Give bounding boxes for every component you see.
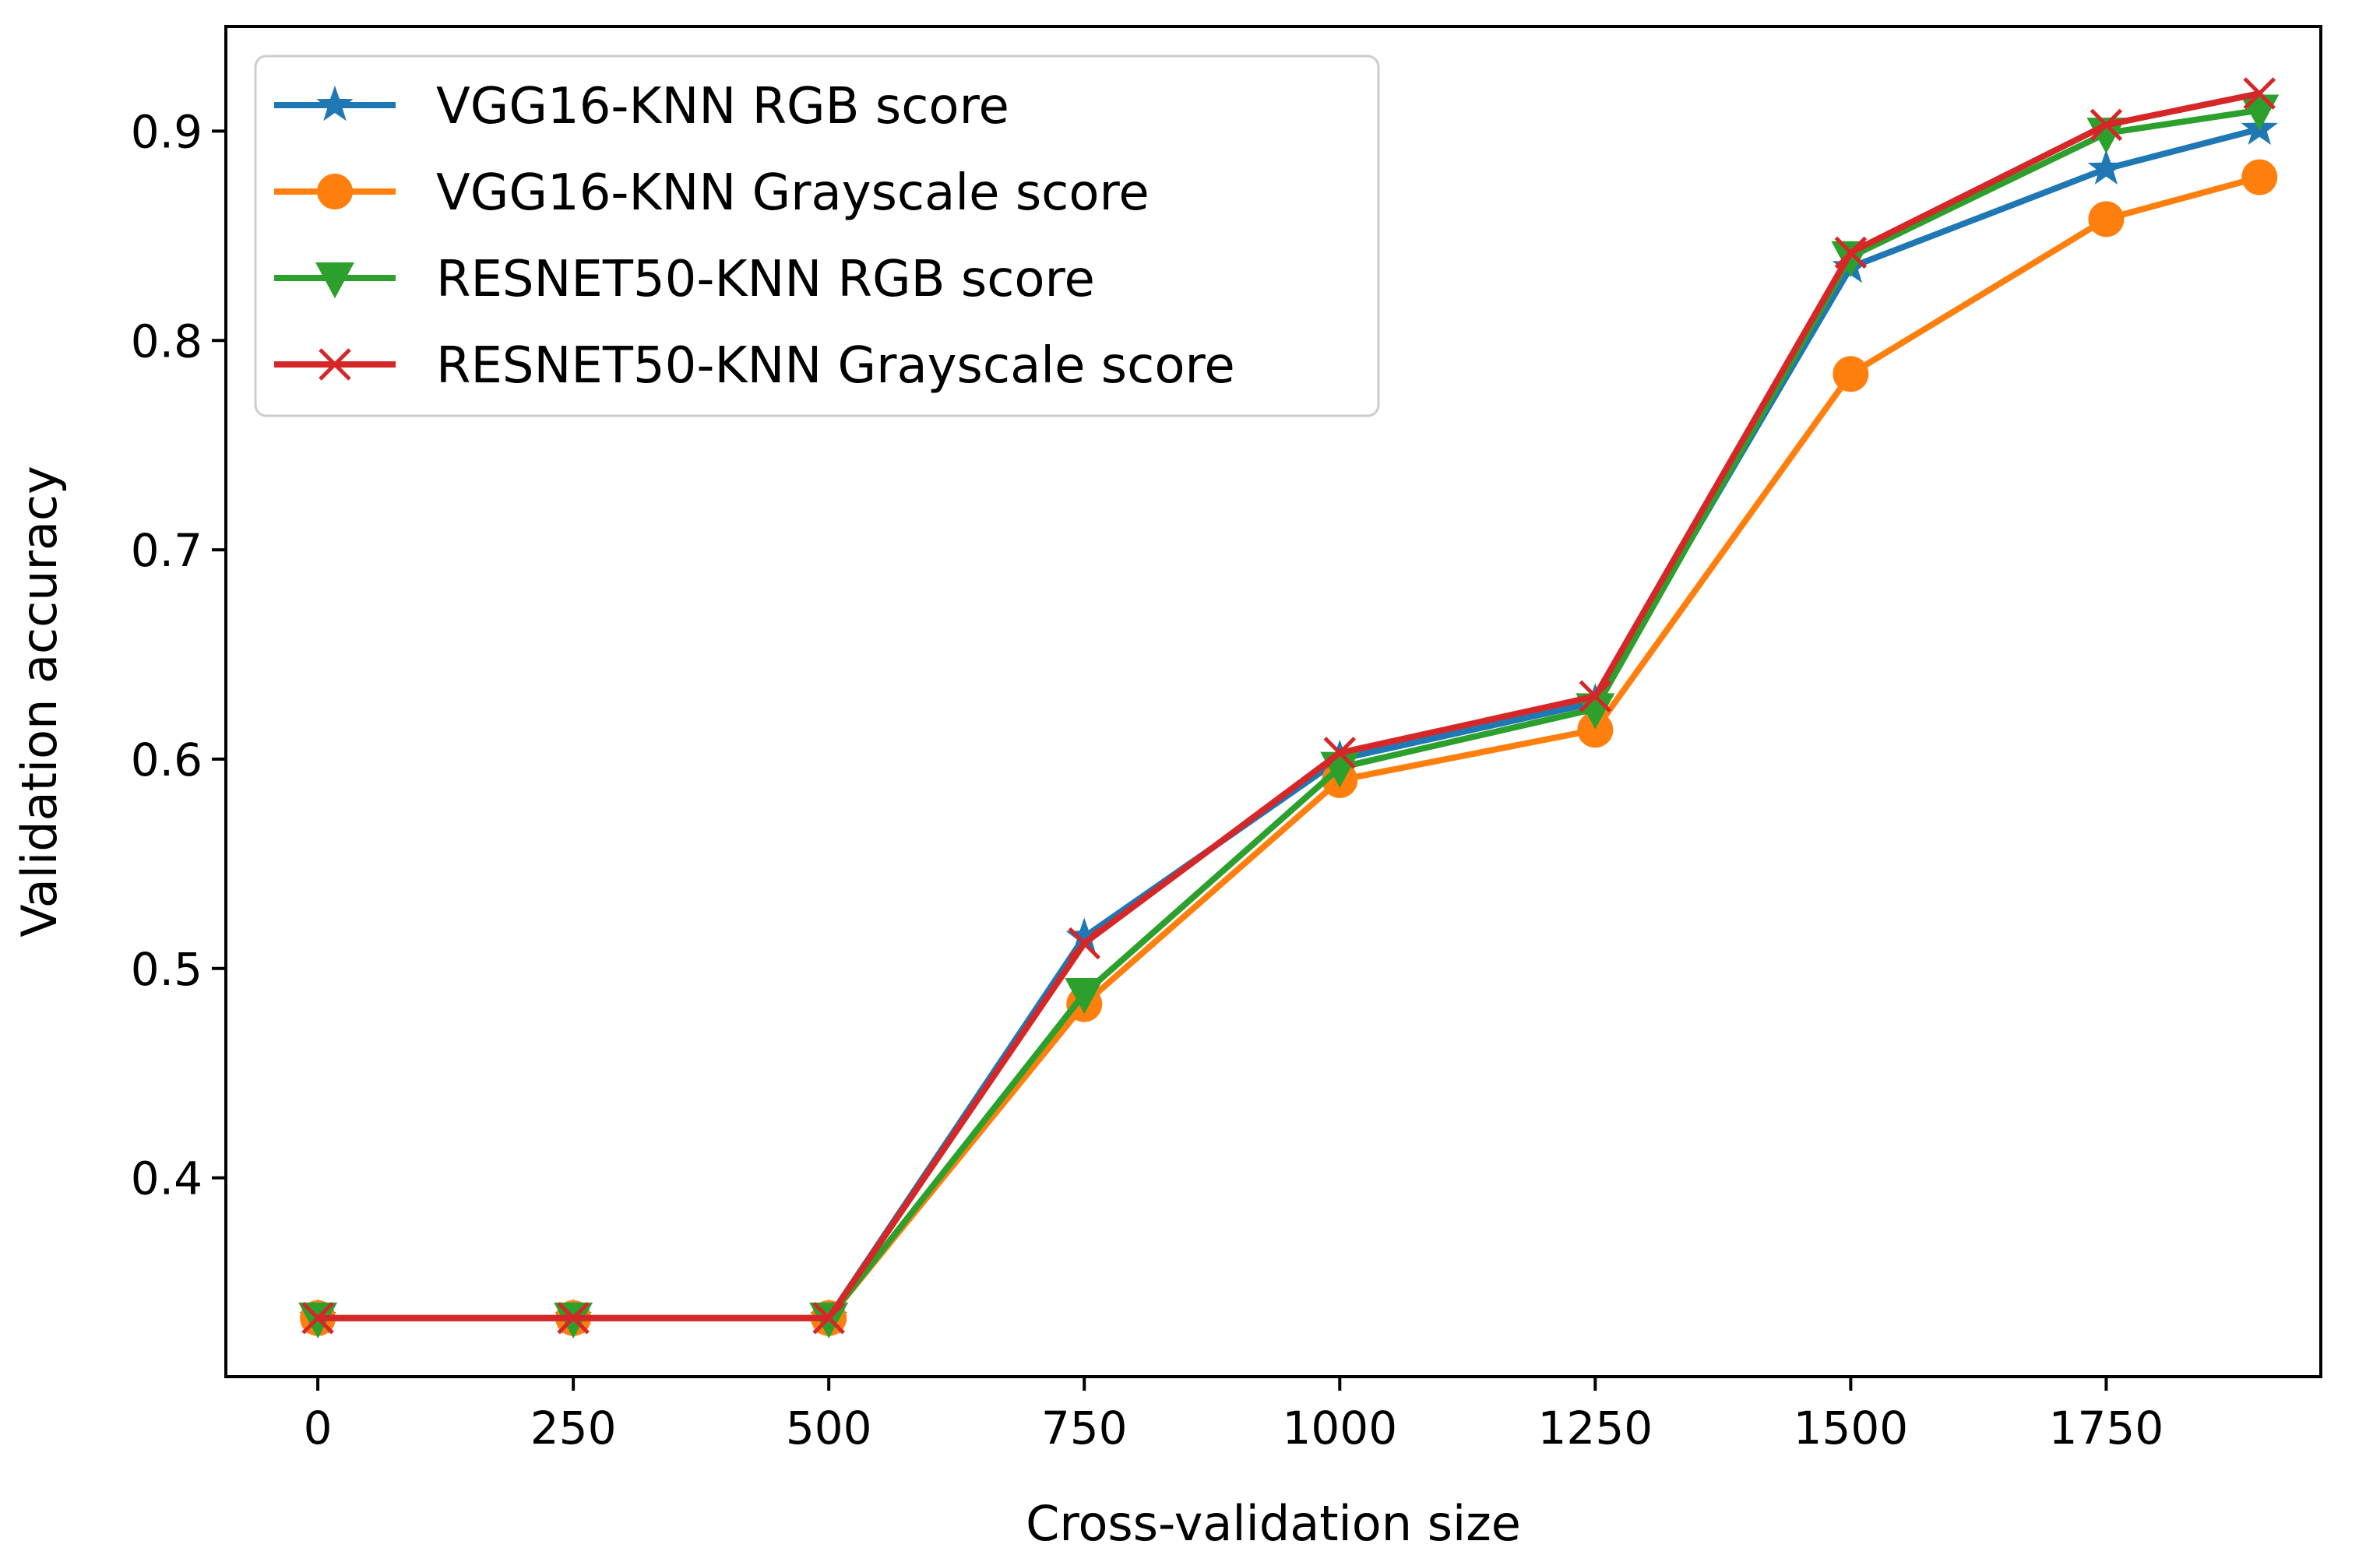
legend-label: RESNET50-KNN Grayscale score <box>436 337 1235 395</box>
data-point <box>812 1301 845 1335</box>
data-point <box>1834 236 1868 269</box>
x-axis: 0 250 500 750 1000 1250 1500 1750 <box>304 1377 2164 1455</box>
y-tick-label: 0.4 <box>131 1152 202 1205</box>
legend-label: RESNET50-KNN RGB score <box>436 251 1095 308</box>
x-tick-label: 0 <box>304 1402 333 1455</box>
data-point <box>1577 712 1614 748</box>
y-tick-label: 0.8 <box>131 315 202 368</box>
data-point <box>557 1301 590 1335</box>
x-tick-label: 1750 <box>2049 1402 2164 1455</box>
y-tick-label: 0.9 <box>131 105 202 158</box>
data-point <box>1065 978 1104 1015</box>
data-point <box>1068 927 1101 960</box>
data-point <box>2087 149 2125 185</box>
legend-entry: VGG16-KNN Grayscale score <box>274 164 1150 222</box>
legend-items: VGG16-KNN RGB score VGG16-KNN Grayscale s… <box>274 78 1235 395</box>
y-axis-label: Validation accuracy <box>11 466 68 938</box>
data-point <box>1065 917 1103 953</box>
x-tick-label: 750 <box>1041 1402 1128 1455</box>
x-tick-label: 1500 <box>1794 1402 1909 1455</box>
series-4 <box>301 77 2276 1335</box>
y-tick-label: 0.5 <box>131 943 202 996</box>
data-point <box>1833 356 1869 392</box>
data-point <box>2088 201 2125 237</box>
data-point <box>1579 680 1612 713</box>
data-point <box>1576 693 1615 730</box>
legend-marker <box>317 174 353 209</box>
x-axis-label: Cross-validation size <box>1026 1495 1521 1552</box>
legend-box <box>254 55 1380 417</box>
data-point <box>301 1301 334 1335</box>
legend-marker <box>316 86 354 121</box>
data-point <box>2090 108 2123 142</box>
data-point <box>2243 77 2276 110</box>
legend-marker <box>315 262 354 299</box>
series-layer <box>298 77 2280 1339</box>
y-axis: 0.4 0.5 0.6 0.7 0.8 0.9 <box>131 105 226 1205</box>
x-tick-label: 250 <box>530 1402 617 1455</box>
data-point <box>1323 737 1357 769</box>
legend: VGG16-KNN RGB score VGG16-KNN Grayscale s… <box>254 55 1380 417</box>
x-tick-label: 1000 <box>1282 1402 1397 1455</box>
y-tick-label: 0.7 <box>131 524 202 577</box>
x-tick-label: 1250 <box>1538 1402 1653 1455</box>
legend-entry: VGG16-KNN RGB score <box>274 78 1009 135</box>
legend-entry: RESNET50-KNN RGB score <box>274 251 1095 308</box>
legend-label: VGG16-KNN RGB score <box>436 78 1009 135</box>
legend-label: VGG16-KNN Grayscale score <box>436 164 1150 222</box>
plot-frame <box>224 25 2322 1378</box>
legend-entry: RESNET50-KNN Grayscale score <box>274 337 1235 395</box>
data-point <box>2241 159 2278 195</box>
x-tick-label: 500 <box>786 1402 872 1455</box>
legend-marker <box>319 348 351 381</box>
y-tick-label: 0.6 <box>131 734 202 786</box>
